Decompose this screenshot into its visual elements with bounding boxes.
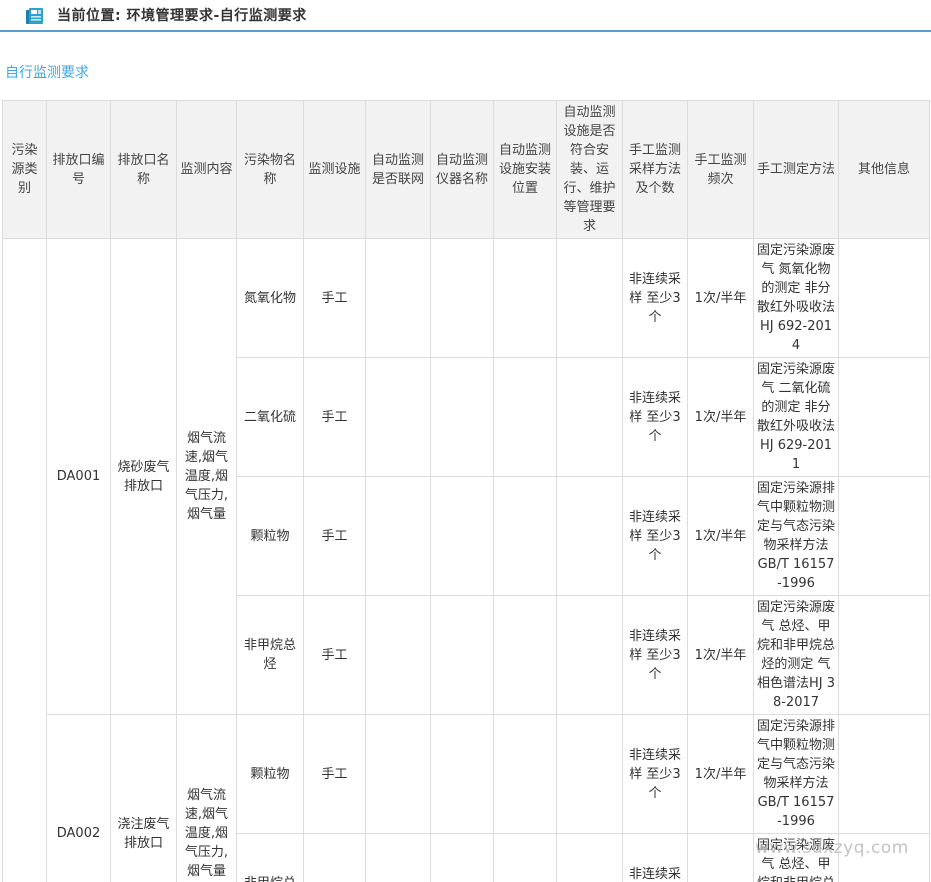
cell-other-info — [838, 833, 930, 882]
cell-other-info — [838, 357, 930, 477]
header-outlet-name: 排放口名称 — [110, 100, 177, 239]
header-monitor-content: 监测内容 — [176, 100, 237, 239]
cell-auto-compliance — [556, 833, 623, 882]
table-row: DA002 浇注废气排放口 烟气流速,烟气温度,烟气压力,烟气量 颗粒物 手工 … — [3, 714, 930, 882]
cell-facility: 手工 — [303, 238, 366, 358]
cell-manual-sampling: 非连续采样 至少3个 — [622, 595, 688, 715]
header-manual-method: 手工测定方法 — [753, 100, 839, 239]
header-manual-sampling: 手工监测采样方法及个数 — [622, 100, 688, 239]
cell-auto-instrument — [430, 357, 494, 477]
cell-other-info — [838, 595, 930, 715]
header-outlet-no: 排放口编号 — [46, 100, 111, 239]
newspaper-icon — [25, 6, 44, 25]
cell-auto-instrument — [430, 714, 494, 834]
cell-auto-networked — [365, 476, 431, 596]
cell-manual-method: 固定污染源废气 二氧化硫的测定 非分散红外吸收法 HJ 629-2011 — [753, 357, 839, 477]
cell-other-info — [838, 476, 930, 596]
cell-pollutant: 非甲烷总烃 — [236, 833, 304, 882]
cell-manual-sampling: 非连续采样 至少3个 — [622, 714, 688, 834]
header-manual-frequency: 手工监测频次 — [687, 100, 754, 239]
cell-auto-instrument — [430, 238, 494, 358]
cell-monitor-content: 烟气流速,烟气温度,烟气压力,烟气量 — [176, 238, 237, 715]
cell-manual-sampling: 非连续采样 至少3个 — [622, 833, 688, 882]
cell-monitor-content: 烟气流速,烟气温度,烟气压力,烟气量 — [176, 714, 237, 882]
cell-auto-location — [493, 476, 557, 596]
header-pollutant-name: 污染物名称 — [236, 100, 304, 239]
cell-manual-sampling: 非连续采样 至少3个 — [622, 357, 688, 477]
cell-auto-instrument — [430, 595, 494, 715]
cell-manual-method: 固定污染源排气中颗粒物测定与气态污染物采样方法 GB/T 16157-1996 — [753, 476, 839, 596]
cell-auto-networked — [365, 238, 431, 358]
header-auto-compliance: 自动监测设施是否符合安装、运行、维护等管理要求 — [556, 100, 623, 239]
cell-manual-method: 固定污染源废气 总烃、甲烷和非甲烷总烃的测定 气相色谱法HJ 38-2017 — [753, 833, 839, 882]
cell-other-info — [838, 238, 930, 358]
cell-manual-method: 固定污染源废气 氮氧化物的测定 非分散红外吸收法 HJ 692-2014 — [753, 238, 839, 358]
cell-pollutant: 二氧化硫 — [236, 357, 304, 477]
cell-outlet-no: DA002 — [46, 714, 111, 882]
cell-auto-location — [493, 833, 557, 882]
cell-manual-sampling: 非连续采样 至少3个 — [622, 476, 688, 596]
cell-manual-frequency: 1次/半年 — [687, 595, 754, 715]
cell-outlet-name: 浇注废气排放口 — [110, 714, 177, 882]
cell-pollutant: 氮氧化物 — [236, 238, 304, 358]
cell-auto-networked — [365, 357, 431, 477]
cell-auto-compliance — [556, 238, 623, 358]
cell-manual-sampling: 非连续采样 至少3个 — [622, 238, 688, 358]
cell-facility: 手工 — [303, 357, 366, 477]
breadcrumb-bar: 当前位置: 环境管理要求-自行监测要求 — [0, 0, 931, 32]
table-row: DA001 烧砂废气排放口 烟气流速,烟气温度,烟气压力,烟气量 氮氧化物 手工… — [2, 238, 930, 882]
table-row: 非甲烷总烃 手工 非连续采样 至少3个 1次/半年 固定污染源废气 总烃、甲烷和… — [3, 595, 930, 715]
monitoring-table: 污染源类别 排放口编号 排放口名称 监测内容 污染物名称 监测设施 自动监测是否… — [2, 100, 930, 882]
self-monitoring-link[interactable]: 自行监测要求 — [5, 65, 89, 81]
cell-facility: 手工 — [303, 833, 366, 882]
cell-auto-compliance — [556, 595, 623, 715]
cell-other-info — [838, 714, 930, 834]
cell-auto-location — [493, 238, 557, 358]
table-row: 颗粒物 手工 非连续采样 至少3个 1次/半年 固定污染源排气中颗粒物测定与气态… — [3, 476, 930, 596]
cell-manual-method: 固定污染源排气中颗粒物测定与气态污染物采样方法 GB/T 16157-1996 — [753, 714, 839, 834]
cell-manual-frequency: 1次/半年 — [687, 833, 754, 882]
cell-pollutant: 颗粒物 — [236, 476, 304, 596]
cell-auto-networked — [365, 833, 431, 882]
cell-pollutant: 非甲烷总烃 — [236, 595, 304, 715]
cell-manual-frequency: 1次/半年 — [687, 238, 754, 358]
cell-auto-networked — [365, 714, 431, 834]
cell-auto-location — [493, 357, 557, 477]
breadcrumb-text: 当前位置: 环境管理要求-自行监测要求 — [57, 8, 307, 24]
monitoring-table-container: 污染源类别 排放口编号 排放口名称 监测内容 污染物名称 监测设施 自动监测是否… — [2, 100, 930, 882]
table-row: 二氧化硫 手工 非连续采样 至少3个 1次/半年 固定污染源废气 二氧化硫的测定… — [3, 357, 930, 477]
cell-manual-frequency: 1次/半年 — [687, 357, 754, 477]
header-other-info: 其他信息 — [838, 100, 930, 239]
cell-auto-instrument — [430, 833, 494, 882]
cell-auto-compliance — [556, 714, 623, 834]
cell-facility: 手工 — [303, 595, 366, 715]
cell-manual-frequency: 1次/半年 — [687, 714, 754, 834]
cell-pollutant: 颗粒物 — [236, 714, 304, 834]
table-header-row: 污染源类别 排放口编号 排放口名称 监测内容 污染物名称 监测设施 自动监测是否… — [2, 100, 930, 239]
cell-auto-location — [493, 714, 557, 834]
cell-auto-compliance — [556, 476, 623, 596]
cell-facility: 手工 — [303, 476, 366, 596]
header-source-category: 污染源类别 — [2, 100, 47, 239]
cell-auto-location — [493, 595, 557, 715]
cell-manual-frequency: 1次/半年 — [687, 476, 754, 596]
cell-auto-instrument — [430, 476, 494, 596]
cell-manual-method: 固定污染源废气 总烃、甲烷和非甲烷总烃的测定 气相色谱法HJ 38-2017 — [753, 595, 839, 715]
table-row: 非甲烷总烃 手工 非连续采样 至少3个 1次/半年 固定污染源废气 总烃、甲烷和… — [3, 833, 930, 882]
cell-auto-compliance — [556, 357, 623, 477]
header-auto-location: 自动监测设施安装位置 — [493, 100, 557, 239]
header-monitor-facility: 监测设施 — [303, 100, 366, 239]
cell-outlet-name: 烧砂废气排放口 — [110, 238, 177, 715]
header-auto-instrument: 自动监测仪器名称 — [430, 100, 494, 239]
cell-outlet-no: DA001 — [46, 238, 111, 715]
cell-facility: 手工 — [303, 714, 366, 834]
header-auto-networked: 自动监测是否联网 — [365, 100, 431, 239]
cell-source-category — [2, 238, 47, 882]
cell-auto-networked — [365, 595, 431, 715]
